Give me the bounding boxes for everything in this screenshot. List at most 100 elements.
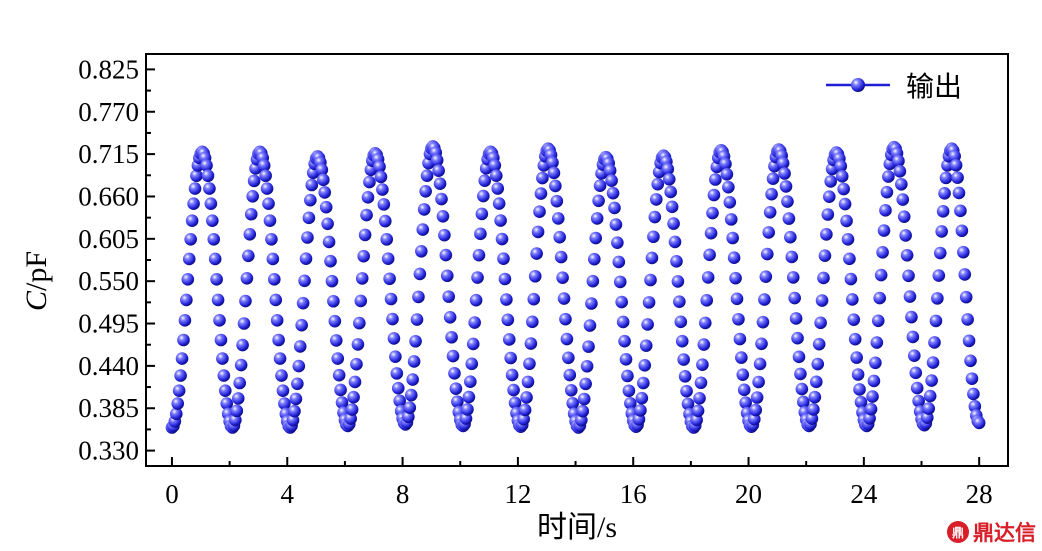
data-point (211, 293, 225, 307)
data-point (177, 333, 190, 347)
data-point (442, 290, 456, 303)
data-point (737, 383, 751, 397)
data-point (634, 404, 647, 417)
data-point (869, 356, 882, 370)
data-point (908, 349, 921, 362)
data-point (954, 204, 967, 218)
data-point (201, 169, 215, 183)
data-point (361, 191, 375, 204)
data-point (736, 368, 750, 381)
data-point (789, 312, 803, 325)
data-point (410, 313, 424, 326)
data-point (959, 290, 973, 304)
data-point (517, 412, 530, 426)
data-point (500, 293, 513, 306)
data-point (611, 236, 624, 250)
x-tick-label: 16 (620, 479, 647, 509)
x-tick-label: 8 (396, 479, 410, 509)
data-point (433, 177, 447, 191)
data-point (289, 392, 303, 406)
data-point (794, 367, 807, 381)
data-point (180, 293, 193, 307)
data-point (788, 291, 801, 305)
data-point (923, 389, 937, 403)
data-point (853, 383, 866, 396)
data-point (409, 334, 422, 348)
data-point (335, 396, 349, 409)
data-point (613, 275, 627, 289)
data-point (838, 197, 852, 211)
data-point (635, 391, 649, 405)
data-point (760, 247, 774, 261)
data-point (678, 370, 692, 383)
data-point (592, 194, 605, 208)
data-point (724, 213, 738, 226)
data-point (495, 232, 509, 246)
data-point (239, 294, 252, 308)
data-point (321, 217, 334, 231)
data-point (547, 166, 561, 180)
y-tick-label: 0.385 (78, 393, 139, 423)
data-point (292, 359, 306, 373)
data-point (964, 354, 977, 368)
y-tick-label: 0.715 (78, 139, 139, 169)
data-point (175, 352, 189, 365)
data-point (949, 158, 963, 172)
data-point (680, 384, 693, 398)
data-point (776, 156, 790, 170)
data-point (477, 189, 490, 203)
data-point (322, 235, 336, 249)
data-point (897, 210, 911, 223)
data-point (438, 228, 451, 242)
data-point (492, 197, 506, 210)
data-point (530, 247, 543, 260)
data-point (206, 214, 219, 228)
data-point (393, 394, 407, 408)
data-point (735, 351, 748, 364)
y-axis-title: C/pF (20, 251, 53, 311)
data-point (644, 273, 657, 287)
data-point (696, 358, 709, 371)
data-point (729, 271, 742, 285)
data-point (275, 369, 288, 382)
data-point (854, 395, 868, 409)
data-point (720, 167, 734, 181)
data-point (706, 206, 719, 220)
data-point (332, 368, 346, 382)
data-point (474, 227, 487, 241)
data-point (638, 359, 652, 372)
data-point (867, 374, 881, 388)
data-point (377, 198, 391, 211)
data-point (319, 200, 333, 214)
data-point (593, 179, 607, 192)
x-tick-label: 20 (735, 479, 762, 509)
data-point (488, 159, 502, 172)
data-point (345, 403, 359, 416)
data-point (840, 214, 853, 228)
data-point (893, 165, 907, 178)
data-point (448, 367, 461, 380)
data-point (233, 376, 246, 390)
data-point (616, 315, 630, 329)
data-point (563, 368, 577, 382)
data-point (374, 170, 388, 184)
y-tick-label: 0.825 (78, 54, 139, 84)
data-point (273, 352, 287, 365)
data-point (928, 336, 941, 349)
data-point (216, 352, 229, 365)
data-point (649, 193, 663, 206)
x-tick-label: 28 (966, 479, 993, 509)
data-point (329, 334, 343, 347)
data-point (766, 172, 780, 186)
data-point (585, 297, 598, 310)
data-point (207, 232, 221, 246)
data-point (464, 375, 477, 389)
data-point (291, 377, 304, 391)
data-point (835, 170, 849, 183)
data-point (376, 183, 389, 196)
data-point (879, 204, 892, 217)
data-point (709, 173, 722, 186)
data-point (301, 231, 314, 244)
data-point (304, 193, 317, 207)
data-point (270, 314, 284, 327)
